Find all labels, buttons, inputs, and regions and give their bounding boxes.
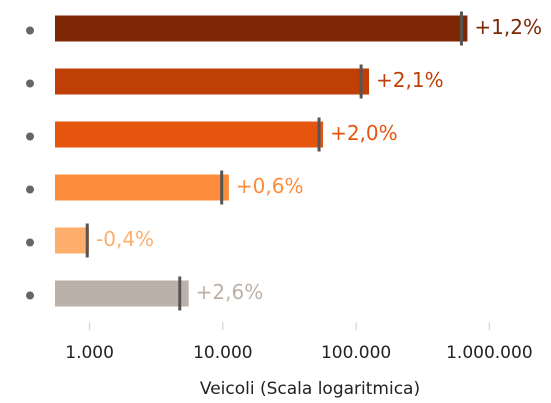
value-label: +2,6%	[196, 280, 264, 304]
x-tick-label: 100.000	[321, 343, 391, 363]
bar	[55, 174, 229, 201]
bullet	[26, 79, 34, 88]
bullet	[26, 238, 34, 247]
bullet	[26, 26, 34, 35]
value-label: +0,6%	[236, 174, 304, 198]
x-tick-label: 10.000	[193, 343, 252, 363]
x-axis-title: Veicoli (Scala logaritmica)	[200, 379, 420, 399]
x-tick-label: 1.000	[65, 343, 114, 363]
bar	[55, 227, 90, 254]
value-label: -0,4%	[96, 227, 154, 251]
x-tick-label: 1.000.000	[446, 343, 533, 363]
bar	[55, 280, 189, 307]
bar	[55, 15, 468, 42]
bullet	[26, 132, 34, 141]
value-label: +1,2%	[474, 15, 542, 39]
value-label: +2,0%	[330, 121, 398, 145]
bullet	[26, 185, 34, 194]
value-label: +2,1%	[376, 68, 444, 92]
bar	[55, 121, 324, 148]
bar	[55, 68, 370, 95]
bullet	[26, 291, 34, 300]
